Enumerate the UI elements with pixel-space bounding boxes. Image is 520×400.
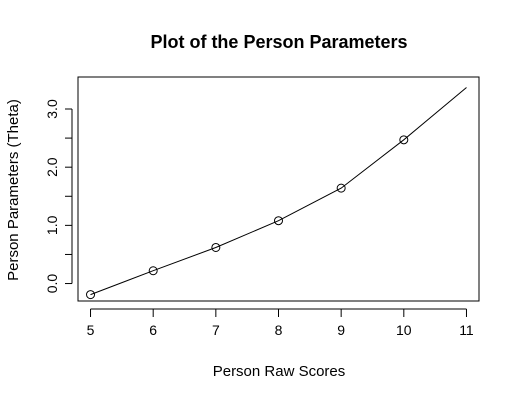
data-point [211,242,221,252]
data-point [148,266,158,276]
y-axis-label: Person Parameters (Theta) [5,99,22,281]
data-point [336,183,346,193]
data-point [274,216,283,226]
chart-title: Plot of the Person Parameters [150,32,407,52]
y-tick-label: 2.0 [44,157,60,177]
x-tick-label: 6 [149,322,157,338]
y-axis: 0.0 1.0 2.0 3.0 [44,99,73,294]
x-axis-label: Person Raw Scores [213,363,346,380]
x-tick-label: 9 [337,322,345,338]
y-tick-label: 0.0 [44,274,60,294]
x-tick-label: 10 [396,322,412,338]
data-point [399,135,409,145]
x-axis: 5 6 7 8 9 10 11 [87,308,474,338]
series [86,87,467,300]
data-point [86,290,96,300]
x-tick-label: 11 [459,322,474,338]
y-tick-label: 3.0 [44,99,60,119]
plot-frame [77,76,480,302]
x-tick-label: 5 [87,322,95,338]
series-line [90,87,467,296]
x-tick-label: 7 [212,322,220,338]
x-tick-label: 8 [275,322,283,338]
y-tick-label: 1.0 [44,215,60,235]
